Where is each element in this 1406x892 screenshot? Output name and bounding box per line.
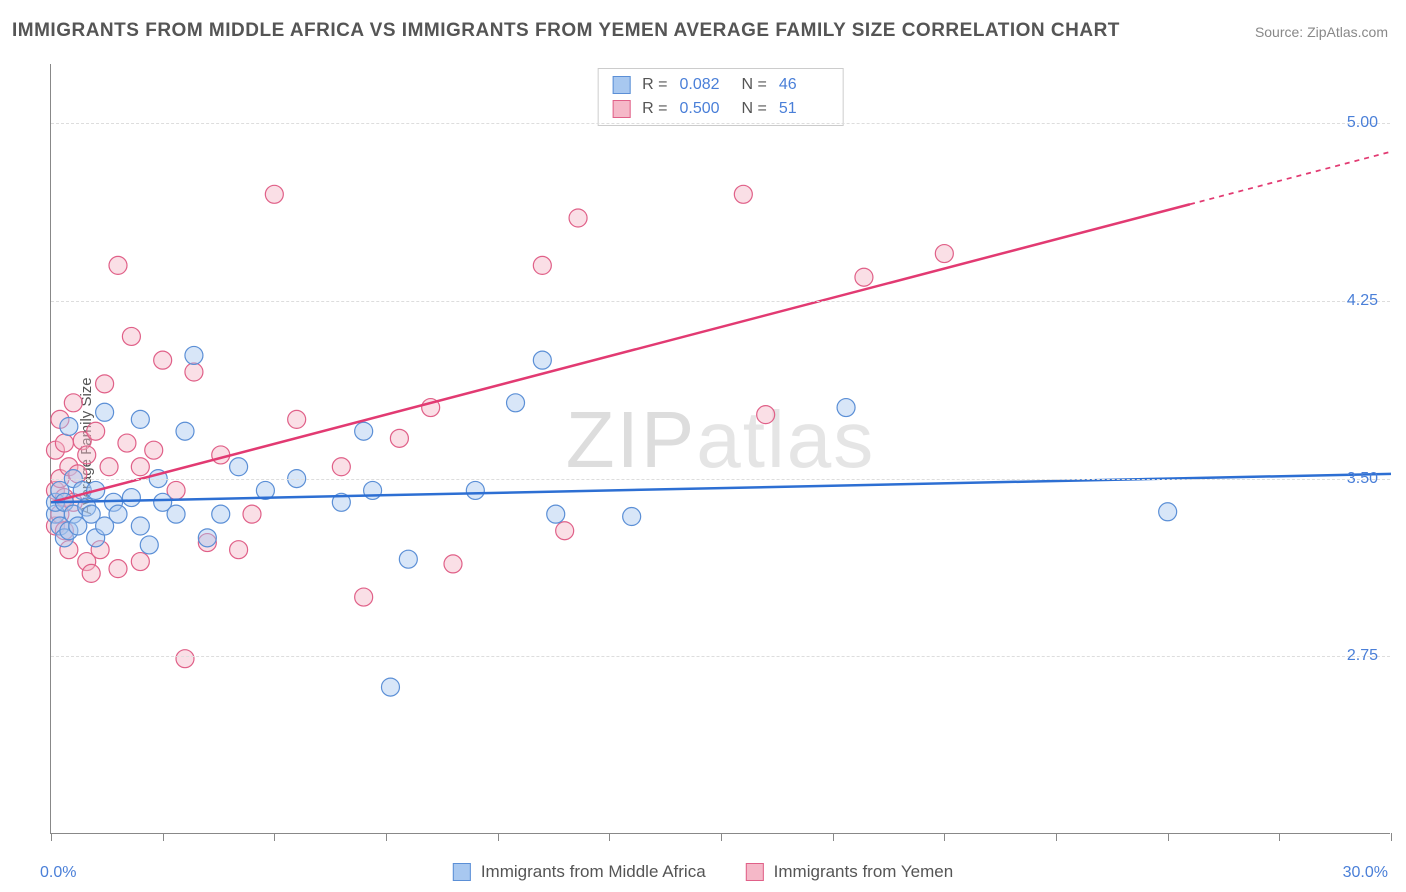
data-point bbox=[288, 410, 306, 428]
data-point bbox=[154, 351, 172, 369]
data-point bbox=[100, 458, 118, 476]
data-point bbox=[757, 406, 775, 424]
data-point bbox=[60, 417, 78, 435]
data-point bbox=[109, 505, 127, 523]
data-point bbox=[381, 678, 399, 696]
data-point bbox=[390, 429, 408, 447]
data-point bbox=[399, 550, 417, 568]
y-tick-label: 4.25 bbox=[1347, 292, 1378, 310]
data-point bbox=[185, 346, 203, 364]
grid-line bbox=[51, 479, 1390, 480]
grid-line bbox=[51, 301, 1390, 302]
data-point bbox=[118, 434, 136, 452]
x-tick bbox=[1391, 833, 1392, 841]
legend-series: Immigrants from Middle Africa Immigrants… bbox=[453, 862, 953, 882]
plot-area: ZIPatlas R = 0.082 N = 46 R = 0.500 N = … bbox=[50, 64, 1390, 834]
data-point bbox=[55, 434, 73, 452]
data-point bbox=[355, 422, 373, 440]
data-point bbox=[78, 446, 96, 464]
data-point bbox=[64, 394, 82, 412]
data-point bbox=[122, 489, 140, 507]
data-point bbox=[855, 268, 873, 286]
data-point bbox=[198, 529, 216, 547]
data-point bbox=[1159, 503, 1177, 521]
plot-svg bbox=[51, 64, 1390, 833]
legend-item-yemen: Immigrants from Yemen bbox=[746, 862, 954, 882]
y-tick-label: 3.50 bbox=[1347, 470, 1378, 488]
x-tick bbox=[51, 833, 52, 841]
data-point bbox=[212, 446, 230, 464]
data-point bbox=[734, 185, 752, 203]
data-point bbox=[167, 505, 185, 523]
x-tick bbox=[386, 833, 387, 841]
x-tick bbox=[833, 833, 834, 841]
data-point bbox=[230, 541, 248, 559]
data-point bbox=[96, 375, 114, 393]
data-point bbox=[355, 588, 373, 606]
x-tick bbox=[274, 833, 275, 841]
data-point bbox=[145, 441, 163, 459]
data-point bbox=[131, 553, 149, 571]
data-point bbox=[87, 422, 105, 440]
x-tick bbox=[721, 833, 722, 841]
data-point bbox=[332, 458, 350, 476]
data-point bbox=[466, 481, 484, 499]
x-tick bbox=[609, 833, 610, 841]
data-point bbox=[122, 327, 140, 345]
x-tick bbox=[498, 833, 499, 841]
swatch-yemen-icon bbox=[746, 863, 764, 881]
data-point bbox=[185, 363, 203, 381]
data-point bbox=[533, 256, 551, 274]
data-point bbox=[265, 185, 283, 203]
data-point bbox=[556, 522, 574, 540]
chart-title: IMMIGRANTS FROM MIDDLE AFRICA VS IMMIGRA… bbox=[12, 20, 1120, 42]
y-tick-label: 5.00 bbox=[1347, 114, 1378, 132]
data-point bbox=[837, 399, 855, 417]
x-tick bbox=[1056, 833, 1057, 841]
regression-line-extrapolated bbox=[1190, 152, 1391, 205]
legend-item-middle-africa: Immigrants from Middle Africa bbox=[453, 862, 706, 882]
data-point bbox=[96, 403, 114, 421]
data-point bbox=[82, 564, 100, 582]
data-point bbox=[131, 410, 149, 428]
chart-container: IMMIGRANTS FROM MIDDLE AFRICA VS IMMIGRA… bbox=[0, 0, 1406, 892]
x-tick bbox=[1168, 833, 1169, 841]
data-point bbox=[444, 555, 462, 573]
data-point bbox=[131, 517, 149, 535]
data-point bbox=[176, 422, 194, 440]
y-tick-label: 2.75 bbox=[1347, 647, 1378, 665]
data-point bbox=[507, 394, 525, 412]
data-point bbox=[230, 458, 248, 476]
data-point bbox=[131, 458, 149, 476]
x-axis-min-label: 0.0% bbox=[40, 864, 76, 882]
data-point bbox=[109, 256, 127, 274]
data-point bbox=[547, 505, 565, 523]
data-point bbox=[140, 536, 158, 554]
x-tick bbox=[1279, 833, 1280, 841]
grid-line bbox=[51, 123, 1390, 124]
x-tick bbox=[163, 833, 164, 841]
source-attribution: Source: ZipAtlas.com bbox=[1255, 24, 1388, 40]
data-point bbox=[212, 505, 230, 523]
regression-line bbox=[51, 204, 1190, 502]
data-point bbox=[109, 560, 127, 578]
x-tick bbox=[944, 833, 945, 841]
data-point bbox=[176, 650, 194, 668]
grid-line bbox=[51, 656, 1390, 657]
data-point bbox=[935, 245, 953, 263]
data-point bbox=[533, 351, 551, 369]
data-point bbox=[569, 209, 587, 227]
data-point bbox=[243, 505, 261, 523]
x-axis-max-label: 30.0% bbox=[1343, 864, 1388, 882]
swatch-middle-africa-icon bbox=[453, 863, 471, 881]
data-point bbox=[623, 508, 641, 526]
